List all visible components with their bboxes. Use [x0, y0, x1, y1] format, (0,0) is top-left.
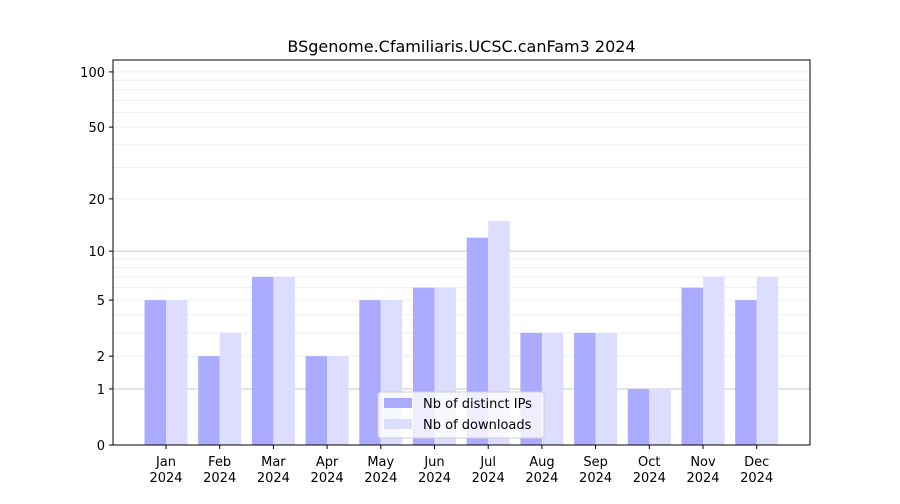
y-tick-label: 5	[97, 294, 105, 309]
bar-ips	[198, 356, 220, 445]
x-tick-label: Jan	[155, 455, 176, 470]
x-tick-label: 2024	[418, 471, 451, 486]
bar-ips	[681, 287, 703, 445]
bar-downloads	[273, 276, 295, 445]
legend-box	[377, 391, 545, 439]
bar-downloads	[166, 300, 188, 445]
bar-ips	[305, 356, 328, 445]
y-tick-label: 2	[97, 350, 105, 365]
x-tick-label: Jun	[423, 455, 444, 470]
x-tick-label: 2024	[364, 471, 397, 486]
x-tick-label: Aug	[529, 455, 554, 470]
y-tick-label: 10	[88, 245, 105, 260]
bar-downloads	[703, 276, 725, 445]
y-tick-label: 20	[88, 193, 105, 208]
y-tick-label: 1	[97, 383, 105, 398]
x-tick-label: Mar	[261, 455, 286, 470]
bar-downloads	[541, 332, 564, 445]
bar-ips	[359, 300, 381, 445]
x-tick-label: 2024	[525, 471, 558, 486]
plot-frame	[112, 59, 811, 446]
x-tick-label: 2024	[633, 471, 666, 486]
x-tick-label: Apr	[316, 455, 339, 470]
x-tick-label: May	[367, 455, 394, 470]
legend-swatch	[384, 419, 412, 429]
x-tick-label: Sep	[583, 455, 608, 470]
bar-ips	[574, 332, 596, 445]
bar-downloads	[756, 276, 779, 445]
x-tick-label: 2024	[579, 471, 612, 486]
x-tick-label: 2024	[149, 471, 182, 486]
legend-label: Nb of distinct IPs	[423, 397, 532, 412]
x-tick-label: Oct	[638, 455, 660, 470]
bar-downloads	[488, 220, 510, 445]
chart-title: BSgenome.Cfamiliaris.UCSC.canFam3 2024	[287, 37, 635, 56]
x-tick-label: Feb	[208, 455, 231, 470]
bar-ips	[735, 300, 757, 445]
x-tick-label: 2024	[257, 471, 290, 486]
legend-swatch	[384, 398, 412, 408]
x-tick-label: 2024	[686, 471, 719, 486]
x-tick-label: 2024	[472, 471, 505, 486]
legend-label: Nb of downloads	[423, 418, 532, 433]
x-tick-label: 2024	[740, 471, 773, 486]
x-tick-label: 2024	[203, 471, 236, 486]
bar-downloads	[649, 388, 671, 445]
x-tick-label: 2024	[311, 471, 344, 486]
bar-downloads	[595, 332, 618, 445]
bar-downloads	[219, 332, 242, 445]
bar-ips	[251, 276, 274, 445]
bar-ips	[627, 388, 650, 445]
x-tick-label: Nov	[690, 455, 716, 470]
y-tick-label: 50	[88, 121, 105, 136]
x-tick-label: Dec	[744, 455, 769, 470]
bar-ips	[144, 300, 166, 445]
x-tick-label: Jul	[479, 455, 496, 470]
bar-downloads	[327, 356, 349, 445]
y-tick-label: 100	[80, 66, 105, 81]
y-tick-label: 0	[97, 439, 105, 454]
